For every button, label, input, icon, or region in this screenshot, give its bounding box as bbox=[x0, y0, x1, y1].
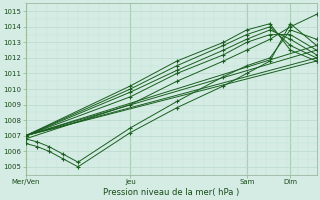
X-axis label: Pression niveau de la mer( hPa ): Pression niveau de la mer( hPa ) bbox=[103, 188, 239, 197]
